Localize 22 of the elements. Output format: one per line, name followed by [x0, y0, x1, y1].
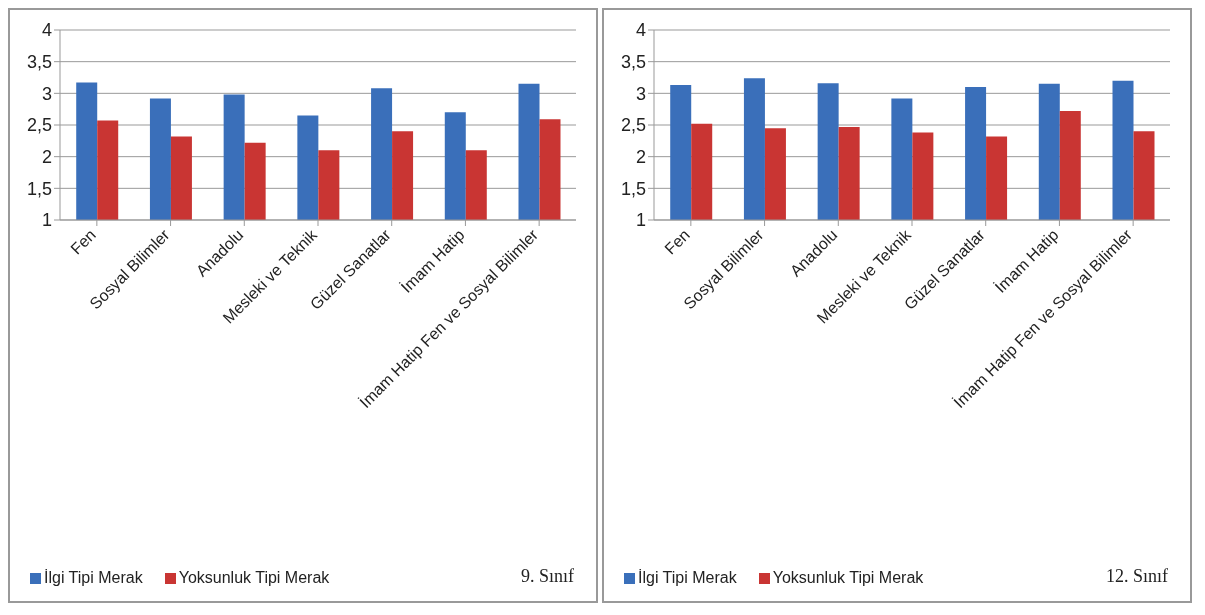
y-tick-label: 2,5: [26, 115, 52, 136]
legend-label: Yoksunluk Tipi Merak: [771, 569, 924, 587]
y-tick-label: 2: [635, 147, 646, 168]
text: 9. Sınıf: [520, 566, 574, 587]
legend-label: Yoksunluk Tipi Merak: [177, 569, 330, 587]
x-tick-label: Fen: [661, 226, 693, 258]
y-tick-label: 3: [41, 83, 52, 104]
legend-label: İlgi Tipi Merak: [43, 569, 143, 587]
y-tick-label: 2,5: [620, 115, 646, 136]
y-tick-label: 4: [635, 20, 646, 41]
y-tick-label: 1: [41, 210, 52, 231]
y-tick-label: 1,5: [620, 178, 646, 199]
legend-label: İlgi Tipi Merak: [637, 569, 737, 587]
y-tick-label: 2: [41, 147, 52, 168]
y-tick-label: 3,5: [26, 52, 52, 73]
x-tick-label: Fen: [67, 226, 99, 258]
y-tick-label: 4: [41, 20, 52, 41]
y-tick-label: 3,5: [620, 52, 646, 73]
y-tick-label: 1: [635, 210, 646, 231]
y-tick-label: 1,5: [26, 178, 52, 199]
text: 12. Sınıf: [1105, 566, 1168, 587]
y-tick-label: 3: [635, 83, 646, 104]
